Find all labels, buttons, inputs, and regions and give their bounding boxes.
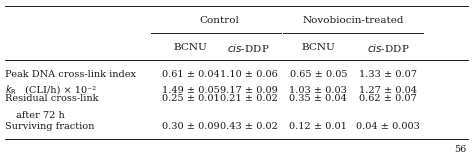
Text: Control: Control xyxy=(200,16,239,25)
Text: 0.35 ± 0.04: 0.35 ± 0.04 xyxy=(290,94,347,103)
Text: 0.61 ± 0.04: 0.61 ± 0.04 xyxy=(162,70,219,79)
Text: 0.65 ± 0.05: 0.65 ± 0.05 xyxy=(290,70,347,79)
Text: 56: 56 xyxy=(455,145,467,154)
Text: Novobiocin-treated: Novobiocin-treated xyxy=(302,16,404,25)
Text: $k_{\mathrm{R}}$: $k_{\mathrm{R}}$ xyxy=(5,83,17,97)
Text: 1.27 ± 0.04: 1.27 ± 0.04 xyxy=(359,86,417,95)
Text: 0.12 ± 0.01: 0.12 ± 0.01 xyxy=(289,122,347,131)
Text: after 72 h: after 72 h xyxy=(16,111,65,120)
Text: 0.62 ± 0.07: 0.62 ± 0.07 xyxy=(359,94,417,103)
Text: BCNU: BCNU xyxy=(173,43,208,52)
Text: 9.17 ± 0.09: 9.17 ± 0.09 xyxy=(220,86,277,95)
Text: 1.33 ± 0.07: 1.33 ± 0.07 xyxy=(359,70,417,79)
Text: Peak DNA cross-link index: Peak DNA cross-link index xyxy=(5,70,136,79)
Text: 0.43 ± 0.02: 0.43 ± 0.02 xyxy=(219,122,278,131)
Text: 0.21 ± 0.02: 0.21 ± 0.02 xyxy=(219,94,278,103)
Text: $\mathit{cis}$-DDP: $\mathit{cis}$-DDP xyxy=(228,42,270,54)
Text: 0.30 ± 0.09: 0.30 ± 0.09 xyxy=(162,122,219,131)
Text: BCNU: BCNU xyxy=(301,43,335,52)
Text: Residual cross-link: Residual cross-link xyxy=(5,94,98,103)
Text: 0.25 ± 0.01: 0.25 ± 0.01 xyxy=(162,94,219,103)
Text: 1.03 ± 0.03: 1.03 ± 0.03 xyxy=(289,86,347,95)
Text: 1.10 ± 0.06: 1.10 ± 0.06 xyxy=(220,70,277,79)
Text: 0.04 ± 0.003: 0.04 ± 0.003 xyxy=(356,122,420,131)
Text: Surviving fraction: Surviving fraction xyxy=(5,122,94,131)
Text: (CLI/h) × 10⁻²: (CLI/h) × 10⁻² xyxy=(22,86,96,95)
Text: $\mathit{cis}$-DDP: $\mathit{cis}$-DDP xyxy=(367,42,409,54)
Text: 1.49 ± 0.05: 1.49 ± 0.05 xyxy=(162,86,219,95)
